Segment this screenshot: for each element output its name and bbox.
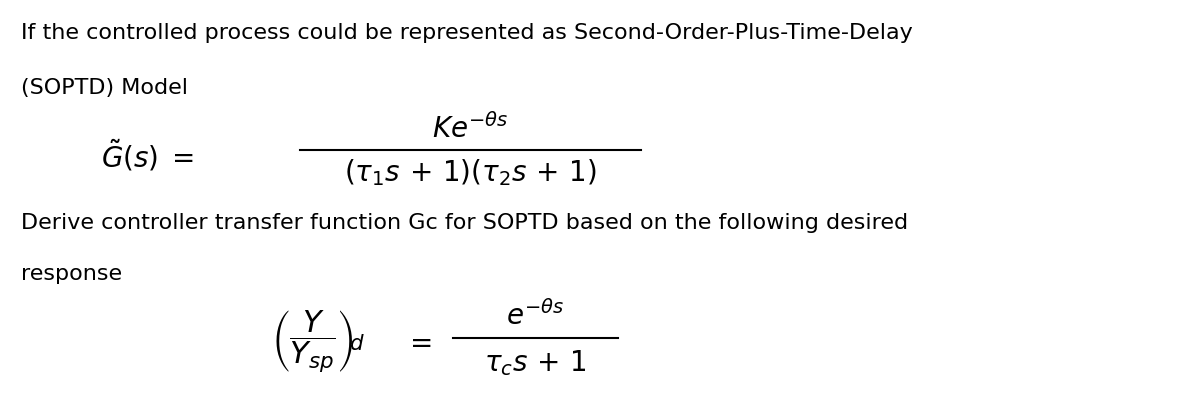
Text: $\tau_c s \,+\, 1$: $\tau_c s \,+\, 1$ (484, 348, 587, 377)
Text: If the controlled process could be represented as Second-Order-Plus-Time-Delay: If the controlled process could be repre… (22, 23, 913, 43)
Text: $e^{-\theta s}$: $e^{-\theta s}$ (506, 300, 564, 331)
Text: response: response (22, 264, 122, 284)
Text: Derive controller transfer function Gc for SOPTD based on the following desired: Derive controller transfer function Gc f… (22, 213, 908, 233)
Text: $\tilde{G}(s) \;=\;$: $\tilde{G}(s) \;=\;$ (101, 138, 194, 173)
Text: $=$: $=$ (404, 329, 432, 356)
Text: $(\tau_1 s \,+\, 1)(\tau_2 s \,+\, 1)$: $(\tau_1 s \,+\, 1)(\tau_2 s \,+\, 1)$ (344, 157, 598, 188)
Text: $\left(\dfrac{Y}{Y_{sp}}\right)_{\!\!d}$: $\left(\dfrac{Y}{Y_{sp}}\right)_{\!\!d}$ (271, 309, 365, 375)
Text: (SOPTD) Model: (SOPTD) Model (22, 78, 188, 98)
Text: $Ke^{-\theta s}$: $Ke^{-\theta s}$ (432, 114, 509, 145)
